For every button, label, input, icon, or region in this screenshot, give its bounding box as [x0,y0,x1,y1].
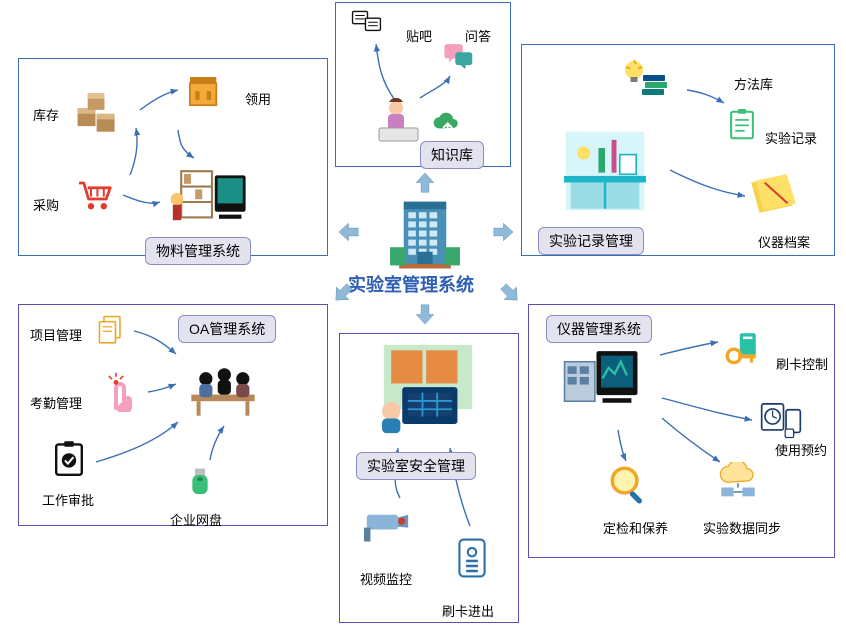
item-label: 刷卡控制 [776,354,828,373]
card-door-icon [451,530,493,586]
item-label: 问答 [465,26,491,45]
card-key-icon [720,329,768,371]
cart-icon [70,175,120,215]
item-label: 使用预约 [775,440,827,459]
module-badge-oa: OA管理系统 [178,315,276,343]
folder-icon [746,167,798,219]
meeting-icon [178,355,268,421]
item-label: 库存 [33,105,59,124]
item-label: 采购 [33,195,59,214]
item-label: 视频监控 [360,569,412,588]
support-person-icon [373,95,425,145]
module-badge-experiment: 实验记录管理 [538,227,644,255]
item-label: 企业网盘 [170,510,222,529]
usb-icon [184,462,216,502]
speech-icon [438,40,478,74]
module-badge-knowledge: 知识库 [420,141,484,169]
cloud-sync-icon [712,462,764,506]
direction-arrow-icon [490,221,516,248]
chat-lines-icon [345,8,390,42]
magnifier-icon [607,463,651,507]
direction-arrow-icon [412,303,438,330]
item-label: 刷卡进出 [442,601,494,620]
proj-doc-icon [93,314,129,346]
boxes-icon [70,83,130,139]
pickbox-icon [180,70,228,114]
module-badge-material: 物料管理系统 [145,237,251,265]
direction-arrow-icon [330,282,356,309]
cloud-icon [429,110,463,138]
direction-arrow-icon [497,282,523,309]
approve-icon [49,437,89,479]
finger-icon [99,372,141,412]
item-label: 贴吧 [406,26,432,45]
warehouse-pc-icon [162,160,262,230]
item-label: 实验数据同步 [703,518,781,537]
item-label: 工作审批 [42,490,94,509]
item-label: 考勤管理 [30,393,82,412]
clock-dev-icon [753,398,809,440]
item-label: 项目管理 [30,325,82,344]
item-label: 实验记录 [765,128,817,147]
idea-books-icon [614,55,676,105]
cctv-icon [361,501,413,547]
direction-arrow-icon [336,221,362,248]
item-label: 方法库 [734,74,773,93]
item-label: 领用 [245,89,271,108]
diagram-canvas: 库存 领用 采购 贴吧 问答 方法库 [0,0,846,629]
lab-bench-icon [550,130,660,212]
item-label: 定检和保养 [603,518,668,537]
module-badge-safety: 实验室安全管理 [356,452,476,480]
center-title: 实验室管理系统 [348,271,474,297]
clipboard-icon [725,103,759,145]
instrument-pc-icon [548,345,654,421]
direction-arrow-icon [412,172,438,199]
item-label: 仪器档案 [758,232,810,251]
monitor-room-icon [373,343,483,435]
module-badge-instrument: 仪器管理系统 [546,315,652,343]
building-icon [385,194,465,270]
